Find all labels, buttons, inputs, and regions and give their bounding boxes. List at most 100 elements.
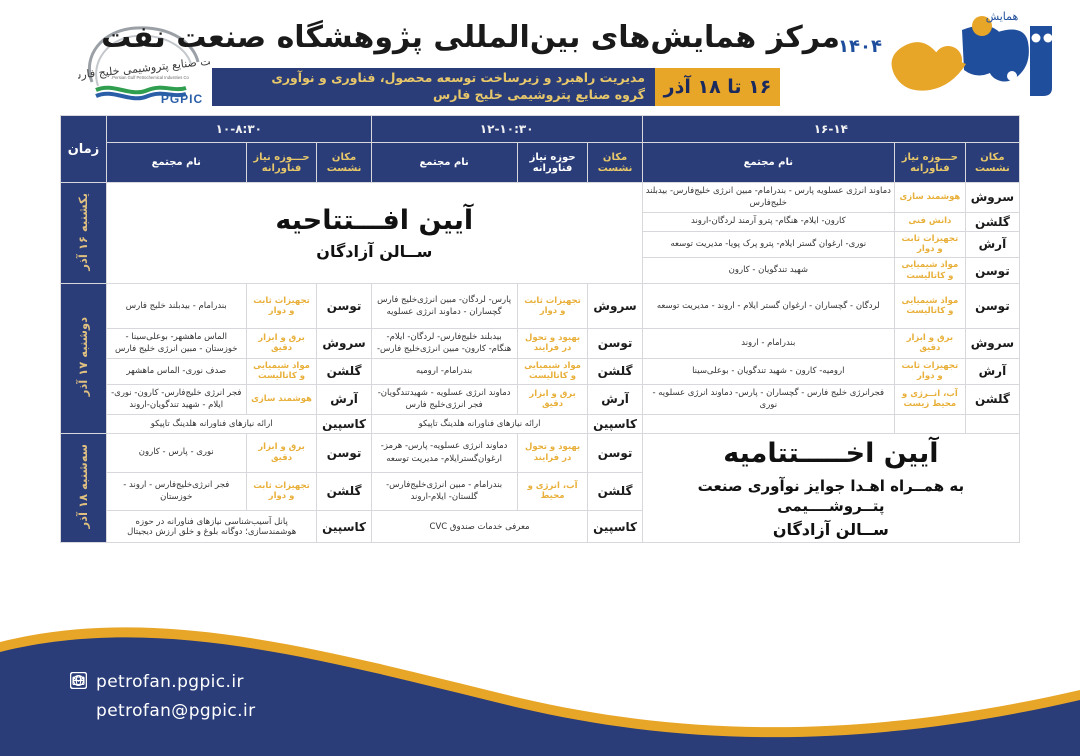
svg-text:Persian Gulf Petrochemical Ind: Persian Gulf Petrochemical Industries Co… [111,75,189,80]
table-row: سروش هوشمند سازی دماوند انرژی عسلویه پار… [60,181,1021,285]
organizer-line-2: گروه صنایع پتروشیمی خلیج فارس [432,87,645,102]
need-cell: مواد شیمیایی و کاتالیست [245,357,318,386]
email-text[interactable]: petrofan@pgpic.ir [96,701,256,721]
need-cell: مواد شیمیایی و کاتالیست [516,357,589,386]
complex-cell: صدف نوری- الماس ماهشهر [105,357,247,386]
table-row: گلشن دانش فنی کارون- ایلام- هنگام- پترو … [61,211,1021,232]
place-cell: توسن [964,256,1021,285]
day-label-1: یکشنبه ۱۶ آذر [76,192,91,271]
complex-cell: فجر انرژی خلیج‌فارس- کارون- نوری- ایلام … [105,384,247,415]
complex-cell: دماوند انرژی عسلویه پارس - بندرامام- مبی… [641,182,895,213]
place-cell: توسن [587,328,643,359]
need-subheader-1: حـــوزه نیاز فناورانه [245,142,318,183]
complex-span-cell: ارائه نیازهای فناورانه هلدینگ تاپیکو [370,413,589,434]
place-cell: توسن [964,283,1021,330]
footer-contacts: petrofan.pgpic.ir petrofan@pgpic.ir [70,672,255,730]
day-label-cell-2: دوشنبه ۱۷ آذر [60,283,107,434]
schedule-table-wrap: ۱۶-۱۴ ۱۲-۱۰:۳۰ ۱۰-۸:۳۰ زمان مکان نشست حـ… [60,115,1021,635]
closing-ceremony-cell: آیین اخـــــتتامیه به همــراه اهـدا جوای… [641,432,1021,544]
complex-cell: بندرامام- ارومیه [370,357,518,386]
place-cell: توسن [316,432,372,473]
closing-ceremony-venue: ســالن آزادگان [772,519,889,539]
svg-text:۱۴۰۴: ۱۴۰۴ [838,36,882,57]
place-cell: توسن [316,283,372,330]
svg-text:PGPIC: PGPIC [161,92,203,106]
place-subheader-1: مکان نشست [316,142,372,183]
complex-cell: دماوند انرژی عسلویه- پارس- هرمز- ارغوان‌… [370,432,518,473]
complex-cell: بندرامام - مبین انرژی‌خلیج‌فارس- گلستان-… [370,471,518,511]
complex-cell: فجرانرژی خلیج فارس - گچساران - پارس- دما… [641,384,895,415]
need-cell: هوشمند سازی [245,384,318,415]
place-cell: گلشن [964,384,1021,415]
footer-wave [0,627,1080,756]
need-subheader-2: حوزه نیاز فناورانه [516,142,589,183]
need-cell: تجهیزات ثابت و دوار [245,471,318,511]
event-venue-title: مرکز همایش‌های بین‌المللی پژوهشگاه صنعت … [101,20,840,55]
complex-cell: دماوند انرژی عسلویه - شهیدتندگویان- فجر … [370,384,518,415]
event-date-chip: ۱۶ تا ۱۸ آذر [655,68,780,106]
header-row-subcolumns: مکان نشست حـــوزه نیاز فناورانه نام مجتم… [61,142,1021,183]
time-slot-2-header: ۱۲-۱۰:۳۰ [370,115,643,143]
closing-ceremony-subtitle: به همــراه اهـدا جوایز نوآوری صنعت پتــر… [697,477,965,516]
organizer-banner: مدیریت راهبرد و زیرساخت توسعه محصول، فنا… [212,68,655,106]
header-row-times: ۱۶-۱۴ ۱۲-۱۰:۳۰ ۱۰-۸:۳۰ زمان [60,115,1021,183]
complex-span-cell: پانل آسیب‌شناسی نیازهای فناورانه در حوزه… [105,509,318,544]
table-row: توسن مواد شیمیایی و کاتالیست شهید تندگوی… [61,256,1021,285]
day-label-cell-3: سه‌شنبه ۱۸ آذر [60,432,107,544]
complex-subheader-2: نام مجتمع [370,142,518,183]
complex-cell: شهید تندگویان - کارون [641,256,895,285]
opening-ceremony-cell: آیین افـــتتاحیه ســالن آزادگان [105,181,643,285]
need-cell: بهبود و تحول در فرایند [516,432,589,473]
pgpic-logo: شرکت صنایع پتروشیمی خلیج فارس Persian Gu… [67,22,232,110]
place-cell: سروش [316,328,372,359]
place-cell: گلشن [316,471,372,511]
table-row: گلشن کاسپین ارائه نیازهای فناورانه هلدین… [61,413,1020,434]
table-row: گلشن آب، انــرژی و محیط زیست فجرانرژی خل… [61,384,1021,415]
need-cell [893,413,966,434]
place-cell: کاسپین [316,413,372,434]
need-cell: تجهیزات ثابت و دوار [516,283,589,330]
table-row: کاسپین معرفی خدمات صندوق CVC کاسپین پانل… [61,509,1020,544]
need-cell: هوشمند سازی [893,182,966,213]
need-cell: تجهیزات ثابت و دوار [893,357,966,386]
complex-cell: لردگان - گچساران - ارغوان گستر ایلام - ا… [641,283,895,330]
complex-cell: نوری- ارغوان گستر ایلام- پترو پرک پویا- … [641,230,895,258]
complex-cell: بیدبلند خلیج‌فارس- لردگان- ایلام- هنگام-… [370,328,518,359]
schedule-table: ۱۶-۱۴ ۱۲-۱۰:۳۰ ۱۰-۸:۳۰ زمان مکان نشست حـ… [60,115,1021,544]
need-cell: برق و ابزار دقیق [245,432,318,473]
svg-text:همایش: همایش [986,10,1019,23]
complex-cell [641,413,895,434]
table-row: توسن مواد شیمیایی و کاتالیست لردگان - گچ… [60,283,1021,434]
zaman-column-header: زمان [60,115,107,183]
place-cell: گلشن [316,357,372,386]
complex-cell: الماس ماهشهر- بوعلی‌سینا - خوزستان - مبی… [105,328,247,359]
schedule-table-head: ۱۶-۱۴ ۱۲-۱۰:۳۰ ۱۰-۸:۳۰ زمان مکان نشست حـ… [60,115,1021,183]
complex-cell: نوری - پارس - کارون [105,432,247,473]
complex-subheader-3: نام مجتمع [641,142,895,183]
need-cell: تجهیزات ثابت و دوار [245,283,318,330]
email-row[interactable]: petrofan@pgpic.ir [70,672,256,721]
need-cell: برق و ابزار دقیق [893,328,966,359]
need-cell: آب، انــرژی و محیط زیست [893,384,966,415]
poster-footer: petrofan.pgpic.ir petrofan@pgpic.ir [0,612,1080,756]
place-cell: کاسپین [587,509,643,544]
place-subheader-2: مکان نشست [587,142,643,183]
need-cell: مواد شیمیایی و کاتالیست [893,283,966,330]
opening-ceremony-title: آیین افـــتتاحیه [275,205,474,237]
schedule-table-body: سروش هوشمند سازی دماوند انرژی عسلویه پار… [60,181,1021,544]
website-row[interactable]: petrofan.pgpic.ir [70,672,255,692]
day-label-3: سه‌شنبه ۱۸ آذر [76,444,91,529]
poster-header: شرکت صنایع پتروشیمی خلیج فارس Persian Gu… [0,0,1080,115]
place-subheader-3: مکان نشست [964,142,1021,183]
complex-cell: پارس- لردگان- مبین انرژی‌خلیج فارس گچسار… [370,283,518,330]
website-text[interactable]: petrofan.pgpic.ir [96,672,244,692]
need-cell: مواد شیمیایی و کاتالیست [893,256,966,285]
complex-cell: بندرامام - اروند [641,328,895,359]
table-row: سروش برق و ابزار دقیق بندرامام - اروند ت… [61,328,1021,359]
complex-subheader-1: نام مجتمع [105,142,247,183]
time-slot-3-header: ۱۶-۱۴ [641,115,1021,143]
place-cell: کاسپین [587,413,643,434]
time-slot-1-header: ۱۰-۸:۳۰ [105,115,372,143]
place-cell: سروش [964,182,1021,213]
